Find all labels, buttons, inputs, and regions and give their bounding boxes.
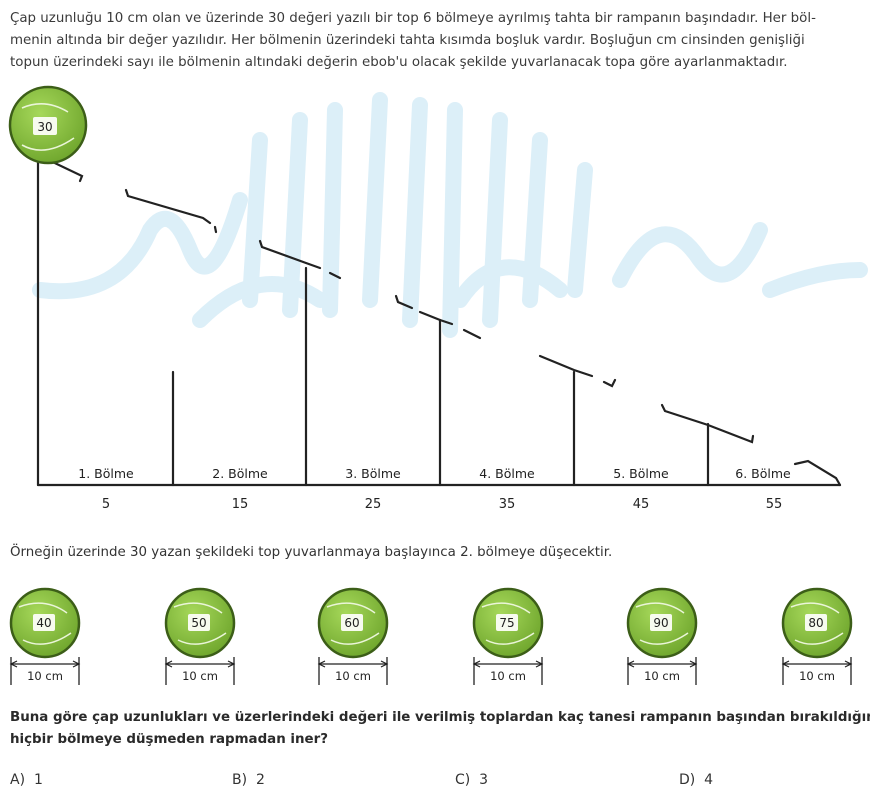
example-text: Örneğin üzerinde 30 yazan şekildeki top …	[10, 545, 613, 560]
ramp-structure	[36, 153, 842, 487]
intro-line-2: menin altında bir değer yazılıdır. Her b…	[10, 33, 805, 48]
section-label-6: 6. Bölme	[735, 466, 791, 481]
option-d[interactable]: D) 4	[679, 772, 713, 788]
section-label-5: 5. Bölme	[613, 466, 669, 481]
watermark	[32, 92, 868, 338]
section-label-4: 4. Bölme	[479, 466, 535, 481]
ball-4-value: 75	[499, 616, 514, 630]
start-ball-value: 30	[37, 120, 52, 134]
intro-line-3: topun üzerindeki sayı ile bölmenin altın…	[10, 55, 788, 70]
ball-6-value: 80	[808, 616, 823, 630]
ball-row: 40 10 cm 50 10 cm 60 10 cm 75	[9, 587, 853, 685]
ball-5-value: 90	[653, 616, 668, 630]
option-a[interactable]: A) 1	[10, 772, 43, 788]
question-line-1: Buna göre çap uzunlukları ve üzerlerinde…	[10, 710, 870, 725]
option-b-letter: B)	[232, 772, 248, 788]
ball-2-width: 10 cm	[182, 669, 218, 683]
section-label-3: 3. Bölme	[345, 466, 401, 481]
ball-2: 50 10 cm	[164, 587, 236, 685]
question-text: Buna göre çap uzunlukları ve üzerlerinde…	[10, 707, 870, 751]
option-b[interactable]: B) 2	[232, 772, 265, 788]
ball-6-width: 10 cm	[799, 669, 835, 683]
ball-4-width: 10 cm	[490, 669, 526, 683]
ball-1-width: 10 cm	[27, 669, 63, 683]
section-labels: 1. Bölme 2. Bölme 3. Bölme 4. Bölme 5. B…	[78, 466, 791, 481]
option-c[interactable]: C) 3	[455, 772, 488, 788]
question-line-2: hiçbir bölmeye düşmeden rapmadan iner?	[10, 732, 328, 747]
section-value-2: 15	[232, 497, 249, 512]
section-value-6: 55	[766, 497, 783, 512]
section-value-5: 45	[633, 497, 650, 512]
section-values: 5 15 25 35 45 55	[102, 497, 782, 512]
ramp-diagram: 30 1. Bölme 2. Bölme 3. Bölme 4. Bölme 5…	[8, 85, 868, 512]
intro-text: Çap uzunluğu 10 cm olan ve üzerinde 30 d…	[10, 8, 862, 74]
section-value-1: 5	[102, 497, 110, 512]
section-value-4: 35	[499, 497, 516, 512]
ball-1-value: 40	[36, 616, 51, 630]
option-a-letter: A)	[10, 772, 26, 788]
section-label-2: 2. Bölme	[212, 466, 268, 481]
option-c-value: 3	[479, 772, 489, 788]
ball-5: 90 10 cm	[626, 587, 698, 685]
ball-4: 75 10 cm	[472, 587, 544, 685]
ball-3: 60 10 cm	[317, 587, 389, 685]
ball-2-value: 50	[191, 616, 206, 630]
section-value-3: 25	[365, 497, 382, 512]
option-c-letter: C)	[455, 772, 471, 788]
ball-3-width: 10 cm	[335, 669, 371, 683]
ball-1: 40 10 cm	[9, 587, 81, 685]
section-label-1: 1. Bölme	[78, 466, 134, 481]
start-ball: 30	[8, 85, 88, 165]
option-b-value: 2	[255, 772, 265, 788]
ball-3-value: 60	[344, 616, 359, 630]
ball-6: 80 10 cm	[781, 587, 853, 685]
option-d-letter: D)	[679, 772, 696, 788]
option-d-value: 4	[704, 772, 714, 788]
intro-line-1: Çap uzunluğu 10 cm olan ve üzerinde 30 d…	[10, 11, 816, 26]
option-a-value: 1	[33, 772, 43, 788]
ball-5-width: 10 cm	[644, 669, 680, 683]
